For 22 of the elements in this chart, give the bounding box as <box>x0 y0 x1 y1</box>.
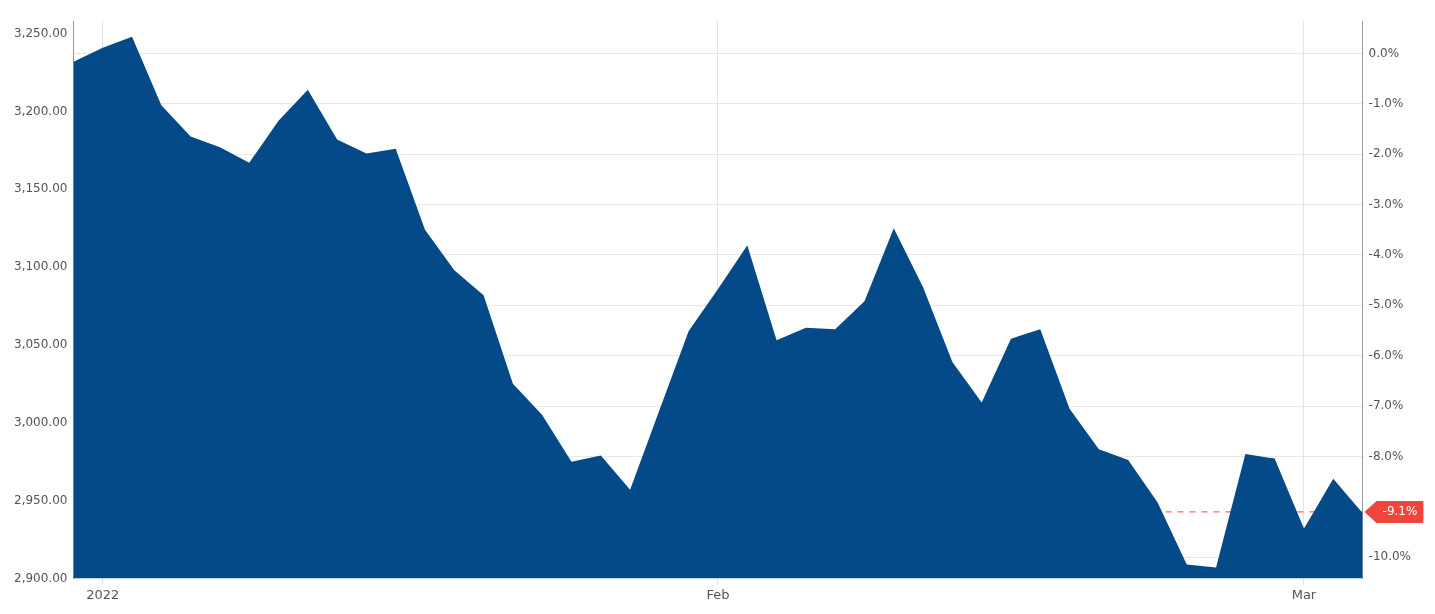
y2-tick-label: -4.0% <box>1368 247 1404 262</box>
y2-tick-label: -8.0% <box>1368 448 1404 463</box>
y2-tick-label: -6.0% <box>1368 347 1404 362</box>
y-tick-label: 3,100.00 <box>14 259 68 274</box>
y2-tick-label: -5.0% <box>1368 297 1404 312</box>
x-tick-label: 2022 <box>86 586 120 602</box>
y2-tick-label: -3.0% <box>1368 196 1404 211</box>
y-tick-label: 3,150.00 <box>14 181 68 196</box>
y-tick-label: 3,200.00 <box>14 103 68 118</box>
y-tick-label: 3,050.00 <box>14 337 68 352</box>
x-tick-label: Mar <box>1291 586 1317 602</box>
y2-tick-label: -1.0% <box>1368 95 1404 110</box>
y-tick-label: 2,900.00 <box>14 570 68 585</box>
ref-line-label: -9.1% <box>1382 504 1418 519</box>
y-tick-label: 3,000.00 <box>14 414 68 429</box>
y2-tick-label: 0.0% <box>1368 45 1400 60</box>
y2-tick-label: -2.0% <box>1368 146 1404 161</box>
y2-tick-label: -7.0% <box>1368 398 1404 413</box>
y-tick-label: 2,950.00 <box>14 492 68 507</box>
y2-tick-label: -10.0% <box>1368 549 1411 564</box>
x-tick-label: Feb <box>706 586 730 602</box>
y-tick-label: 3,250.00 <box>14 25 68 40</box>
